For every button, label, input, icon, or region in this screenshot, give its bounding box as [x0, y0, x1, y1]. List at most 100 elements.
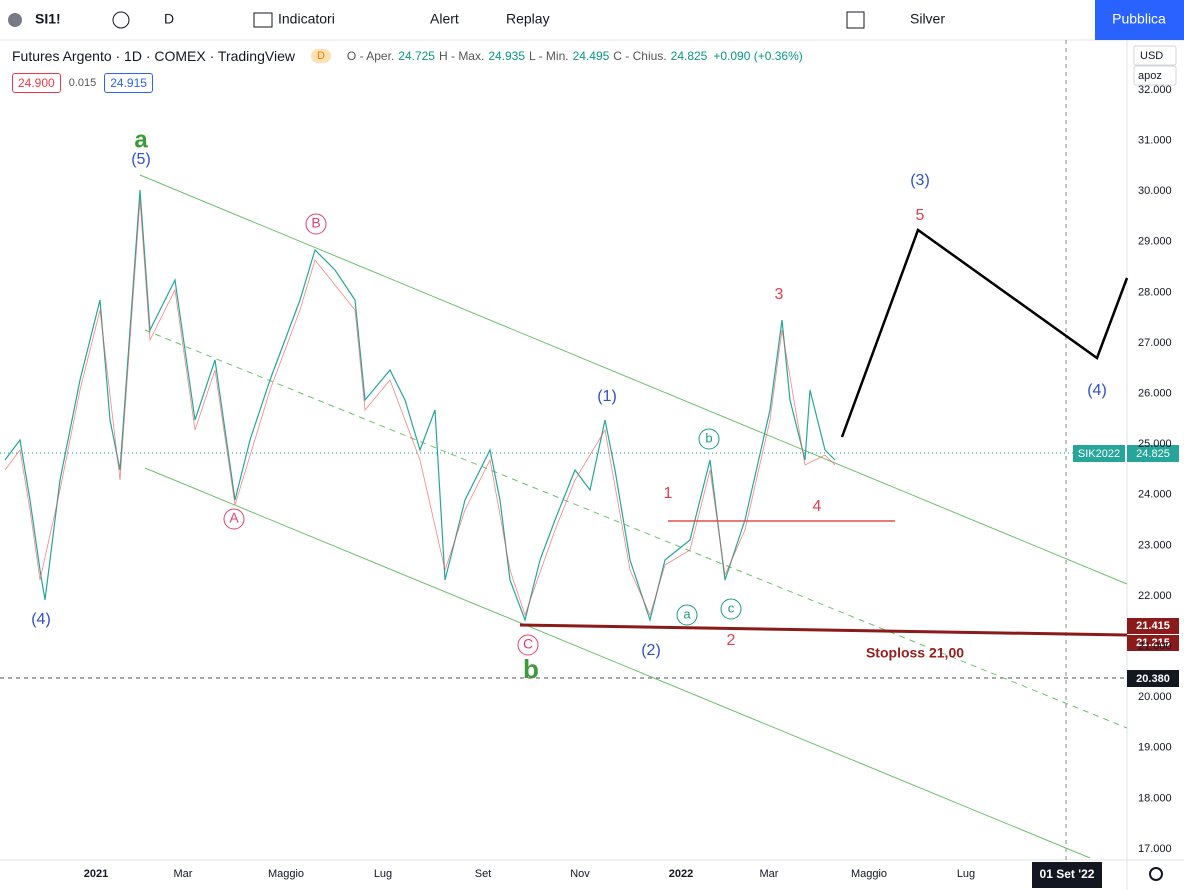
price-label: 22.000 [1138, 590, 1172, 602]
annotation-circle [517, 634, 539, 656]
level1-tag: 21.415 [1136, 620, 1170, 632]
time-label: Mar [174, 868, 193, 880]
wave-label: B [311, 215, 320, 231]
level2-tag: 21.215 [1136, 637, 1170, 649]
wave-label: a [683, 606, 691, 621]
wave-label: A [229, 510, 239, 526]
ohlc-value: 24.935 [488, 49, 526, 63]
time-label: Maggio [851, 868, 887, 880]
ohlc-label: H - Max. [438, 49, 485, 63]
ohlc-value: 24.495 [572, 49, 610, 63]
publish-bg[interactable] [1095, 0, 1184, 40]
price-label: 29.000 [1138, 236, 1172, 248]
add-icon[interactable] [112, 11, 130, 29]
last-tag: 24.825 [1136, 448, 1170, 460]
indicators-button[interactable]: Indicatori [278, 11, 335, 27]
wave-label: 1 [664, 485, 673, 502]
bid[interactable]: 24.900 [12, 73, 61, 93]
wave-label: 4 [813, 498, 822, 515]
symbol-icon [8, 13, 22, 27]
time-label: Maggio [268, 868, 304, 880]
layout-button[interactable]: Silver [910, 11, 945, 27]
annotation-circle [223, 508, 245, 530]
price-label: 23.000 [1138, 539, 1172, 551]
currency[interactable]: USD [1140, 50, 1163, 62]
price-label: 32.000 [1138, 84, 1172, 96]
channel-mid [144, 329, 1128, 729]
spread: 0.015 [68, 77, 97, 89]
alert-button[interactable]: Alert [430, 11, 459, 27]
annotation-circle [676, 604, 698, 626]
price-label: 24.000 [1138, 489, 1172, 501]
scale[interactable]: apoz [1138, 70, 1162, 82]
annotation-circle [720, 598, 742, 620]
legend-badge: D [310, 49, 331, 63]
level2-bg [1127, 635, 1179, 651]
scale-box[interactable] [1133, 65, 1177, 86]
wave-label: 5 [916, 207, 925, 224]
wave-label: C [523, 636, 533, 652]
symbol-tag: SIK2022 [1078, 448, 1120, 460]
time-cursor: 01 Set '22 [1040, 867, 1095, 881]
ohlc-label: L - Min. [529, 49, 569, 63]
price-label: 17.000 [1138, 843, 1172, 855]
symbol[interactable]: SI1! [35, 11, 61, 27]
toolbar [0, 0, 1184, 40]
ask[interactable]: 24.915 [104, 73, 153, 93]
time-label: Lug [374, 868, 392, 880]
price-label: 25.000 [1138, 438, 1172, 450]
price-line [4, 189, 836, 623]
time-label: 2021 [84, 868, 108, 880]
wave-label: 3 [775, 286, 784, 303]
time-label: Set [475, 868, 492, 880]
time-label: Nov [570, 868, 590, 880]
wave-label: a [134, 126, 148, 153]
legend-title: Futures Argento · 1D · COMEX · TradingVi… [12, 48, 295, 64]
symbol-tag-bg [1073, 445, 1125, 462]
wave-label: (4) [31, 611, 51, 628]
stoploss-line [519, 623, 1128, 637]
wave-label: (4) [1087, 382, 1107, 399]
channel-bottom [144, 467, 1091, 859]
projection-path [840, 228, 1129, 438]
last-tag-bg [1127, 445, 1179, 462]
wave-label: (1) [597, 388, 617, 405]
ohlc-value: 24.725 [398, 49, 435, 63]
ohlc-value: 24.825 [670, 49, 708, 63]
time-label: 2022 [669, 868, 693, 880]
price-label: 26.000 [1138, 388, 1172, 400]
price-label: 28.000 [1138, 286, 1172, 298]
ohlc-label: O - Aper. [346, 49, 395, 63]
wave-label: c [728, 600, 735, 615]
price-label: 20.000 [1138, 691, 1172, 703]
settings-icon[interactable] [1149, 867, 1163, 881]
bid-ask: 24.900 0.015 24.915 [12, 73, 153, 93]
cursor-tag-bg [1127, 670, 1179, 687]
legend: Futures Argento · 1D · COMEX · TradingVi… [12, 48, 803, 64]
wave-label: b [523, 654, 539, 684]
price-label: 27.000 [1138, 337, 1172, 349]
wave-label: (2) [641, 642, 661, 659]
channel-top [139, 174, 1128, 585]
price-label: 30.000 [1138, 185, 1172, 197]
indicators-icon [253, 12, 273, 28]
ohlc-label: C - Chius. [613, 49, 667, 63]
price-label: 31.000 [1138, 135, 1172, 147]
change: +0.090 (+0.36%) [713, 49, 803, 63]
time-label: Lug [957, 868, 975, 880]
replay-button[interactable]: Replay [506, 11, 550, 27]
ohlc: O - Aper. 24.725 H - Max. 24.935 L - Min. 24.… [347, 49, 707, 63]
price-label: 18.000 [1138, 792, 1172, 804]
publish-button[interactable]: Pubblica [1112, 11, 1166, 27]
annotation-circle [698, 428, 720, 450]
interval[interactable]: D [164, 11, 174, 27]
price-label: 19.000 [1138, 742, 1172, 754]
wave-label: b [705, 430, 712, 445]
wave-label: (3) [910, 172, 930, 189]
wave-label: (5) [131, 151, 151, 168]
currency-box[interactable] [1133, 45, 1177, 66]
rect-icon[interactable] [846, 11, 865, 29]
time-label: Mar [760, 868, 779, 880]
